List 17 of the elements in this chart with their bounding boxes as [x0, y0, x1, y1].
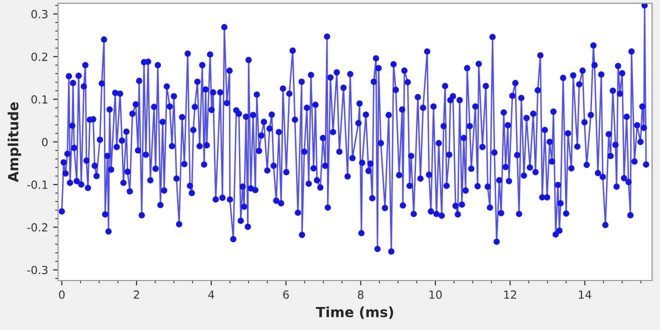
y-tick-label: -0.3 — [27, 266, 48, 274]
y-tick-label: 0 — [42, 138, 48, 146]
x-axis-title: Time (ms) — [316, 306, 394, 319]
x-tick-label: 0 — [59, 290, 65, 299]
y-tick-label: 0.3 — [31, 10, 48, 18]
x-tick-label: 6 — [283, 290, 289, 299]
x-tick-label: 14 — [578, 290, 592, 299]
y-tick-label: -0.1 — [27, 180, 48, 189]
x-tick-label: 8 — [358, 290, 364, 299]
y-tick-label: 0.1 — [31, 95, 48, 104]
x-tick-label: 2 — [134, 290, 139, 299]
y-tick-label: -0.2 — [27, 223, 48, 232]
x-tick-label: 10 — [430, 290, 442, 299]
y-tick-label: 0.2 — [31, 52, 48, 61]
x-tick-label: 4 — [208, 290, 214, 299]
x-tick-label: 12 — [504, 290, 516, 299]
y-axis-title: Amplitude — [8, 102, 22, 182]
